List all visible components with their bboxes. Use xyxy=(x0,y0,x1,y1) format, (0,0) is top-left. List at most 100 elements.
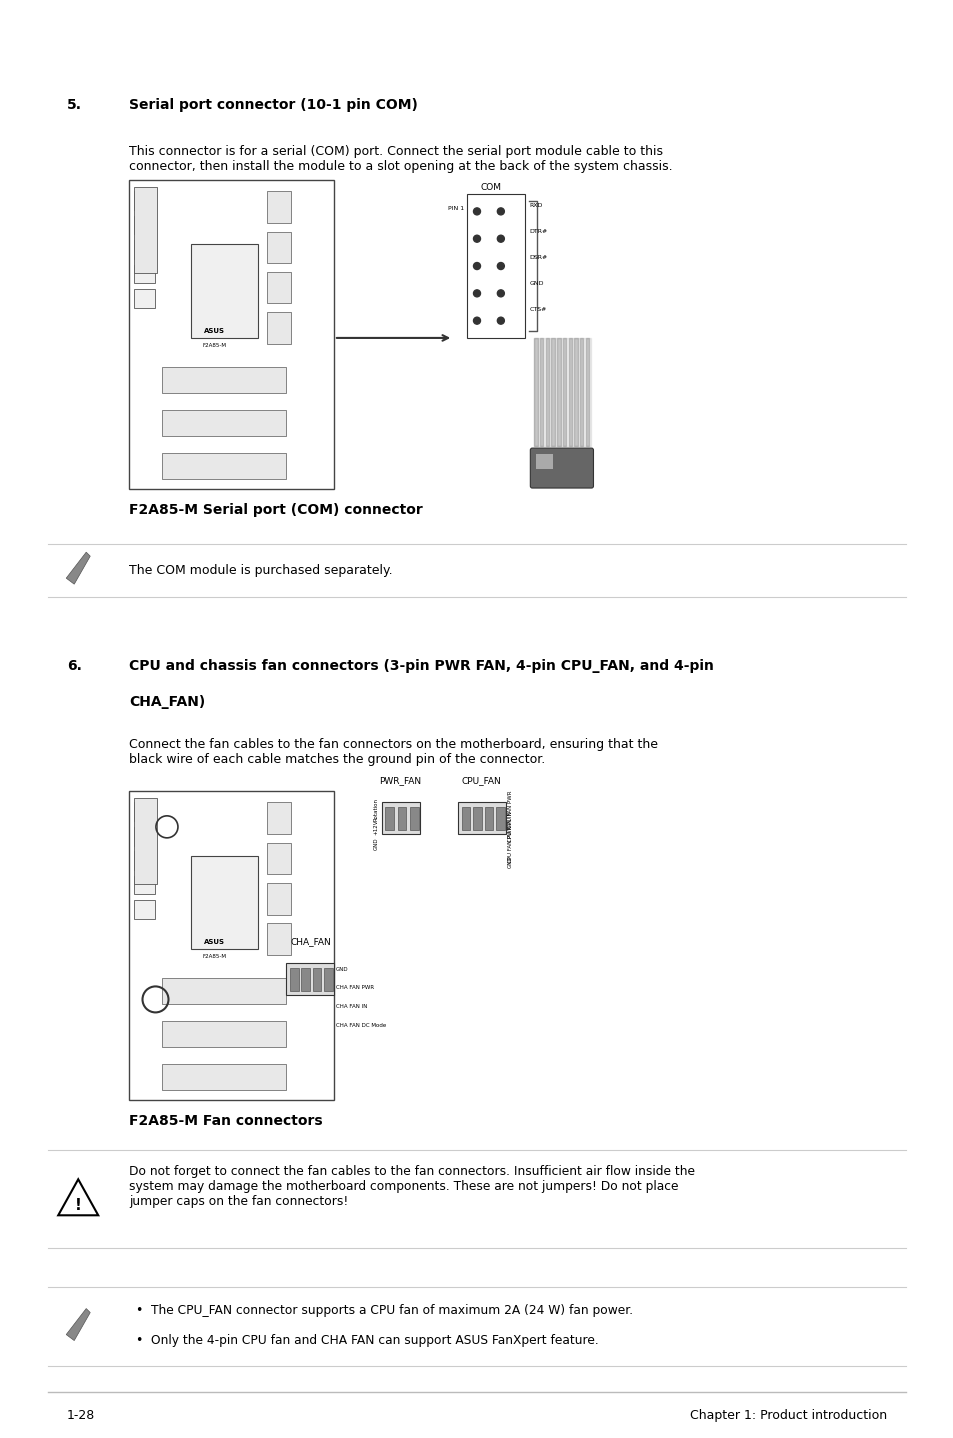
Text: The COM module is purchased separately.: The COM module is purchased separately. xyxy=(129,564,392,577)
Text: •: • xyxy=(134,1304,142,1317)
Text: CPU FAN IN: CPU FAN IN xyxy=(507,811,512,843)
Bar xyxy=(133,289,154,308)
Text: 1-28: 1-28 xyxy=(67,1409,95,1422)
Bar xyxy=(457,802,505,834)
Circle shape xyxy=(473,236,480,242)
Bar xyxy=(129,791,334,1100)
Text: Chapter 1: Product introduction: Chapter 1: Product introduction xyxy=(689,1409,886,1422)
Text: DTR#: DTR# xyxy=(529,229,547,234)
Circle shape xyxy=(497,236,504,242)
Text: Only the 4-pin CPU fan and CHA FAN can support ASUS FanXpert feature.: Only the 4-pin CPU fan and CHA FAN can s… xyxy=(151,1334,598,1347)
Bar xyxy=(133,827,154,846)
Circle shape xyxy=(497,209,504,214)
Bar xyxy=(129,180,334,489)
Bar xyxy=(133,265,154,283)
Bar xyxy=(467,194,524,338)
Text: F2A85-M Fan connectors: F2A85-M Fan connectors xyxy=(129,1114,322,1129)
Bar xyxy=(267,843,291,874)
Text: Serial port connector (10-1 pin COM): Serial port connector (10-1 pin COM) xyxy=(129,98,417,112)
Text: CTS#: CTS# xyxy=(529,306,546,312)
Bar xyxy=(267,191,291,223)
Bar xyxy=(133,798,157,884)
Bar xyxy=(397,807,406,830)
Bar xyxy=(133,876,154,894)
Text: GND: GND xyxy=(374,838,378,850)
Text: CPU and chassis fan connectors (3-pin PWR FAN, 4-pin CPU_FAN, and 4-pin: CPU and chassis fan connectors (3-pin PW… xyxy=(129,659,713,673)
Bar xyxy=(162,978,286,1004)
Text: This connector is for a serial (COM) port. Connect the serial port module cable : This connector is for a serial (COM) por… xyxy=(129,145,672,173)
Text: CPU_FAN: CPU_FAN xyxy=(461,777,501,785)
Bar xyxy=(267,883,291,915)
Text: !: ! xyxy=(74,1198,82,1212)
Bar xyxy=(385,807,394,830)
Text: RXD: RXD xyxy=(529,203,542,209)
Bar xyxy=(290,968,298,991)
Bar xyxy=(267,312,291,344)
Bar xyxy=(313,968,321,991)
Bar xyxy=(162,1064,286,1090)
Text: ASUS: ASUS xyxy=(204,328,225,334)
Text: +12V: +12V xyxy=(374,820,378,834)
Text: 5.: 5. xyxy=(67,98,82,112)
Bar xyxy=(191,856,257,949)
Text: GND: GND xyxy=(335,966,348,972)
Bar xyxy=(133,900,154,919)
Circle shape xyxy=(497,263,504,269)
Bar xyxy=(133,240,154,259)
Text: Do not forget to connect the fan cables to the fan connectors. Insufficient air : Do not forget to connect the fan cables … xyxy=(129,1165,694,1208)
Text: CHA FAN PWR: CHA FAN PWR xyxy=(335,985,374,991)
Text: PWR_FAN: PWR_FAN xyxy=(379,777,421,785)
Text: GND: GND xyxy=(507,856,512,867)
Bar xyxy=(301,968,310,991)
Text: ASUS: ASUS xyxy=(204,939,225,945)
Bar xyxy=(162,410,286,436)
Circle shape xyxy=(497,290,504,296)
Bar xyxy=(410,807,418,830)
Bar xyxy=(162,453,286,479)
Bar xyxy=(191,244,257,338)
Circle shape xyxy=(497,318,504,324)
Text: GND: GND xyxy=(529,280,543,286)
FancyBboxPatch shape xyxy=(530,449,593,487)
Text: CPU FAN PWR: CPU FAN PWR xyxy=(507,791,512,828)
Text: CHA FAN IN: CHA FAN IN xyxy=(335,1004,367,1009)
Polygon shape xyxy=(66,1309,91,1340)
Text: Connect the fan cables to the fan connectors on the motherboard, ensuring that t: Connect the fan cables to the fan connec… xyxy=(129,738,658,765)
Text: CHA_FAN): CHA_FAN) xyxy=(129,695,205,709)
Bar xyxy=(536,454,553,469)
Bar xyxy=(162,1021,286,1047)
Text: CHA FAN DC Mode: CHA FAN DC Mode xyxy=(335,1022,386,1028)
Text: •: • xyxy=(134,1334,142,1347)
Text: CHA_FAN: CHA_FAN xyxy=(291,938,332,946)
Text: F2A85-M: F2A85-M xyxy=(202,953,227,959)
Circle shape xyxy=(473,318,480,324)
Bar xyxy=(496,807,504,830)
Polygon shape xyxy=(58,1179,98,1215)
Bar xyxy=(461,807,470,830)
Bar xyxy=(473,807,481,830)
Bar xyxy=(133,191,154,210)
Polygon shape xyxy=(66,552,91,584)
Circle shape xyxy=(473,263,480,269)
Bar xyxy=(133,187,157,273)
Text: The CPU_FAN connector supports a CPU fan of maximum 2A (24 W) fan power.: The CPU_FAN connector supports a CPU fan… xyxy=(151,1304,632,1317)
Bar xyxy=(286,963,334,995)
Bar xyxy=(484,807,493,830)
Bar xyxy=(133,802,154,821)
Text: PIN 1: PIN 1 xyxy=(448,206,464,211)
Bar xyxy=(267,923,291,955)
Text: DSR#: DSR# xyxy=(529,255,547,260)
Bar xyxy=(267,802,291,834)
Circle shape xyxy=(473,290,480,296)
Bar xyxy=(267,272,291,303)
Circle shape xyxy=(473,209,480,214)
Text: F2A85-M Serial port (COM) connector: F2A85-M Serial port (COM) connector xyxy=(129,503,422,518)
Text: Rotation: Rotation xyxy=(374,798,378,821)
Text: COM: COM xyxy=(480,183,501,191)
Bar xyxy=(162,367,286,393)
Text: CPU FAN PWR: CPU FAN PWR xyxy=(507,825,512,863)
Text: 6.: 6. xyxy=(67,659,82,673)
Bar xyxy=(381,802,419,834)
Bar xyxy=(324,968,333,991)
Bar xyxy=(133,216,154,234)
